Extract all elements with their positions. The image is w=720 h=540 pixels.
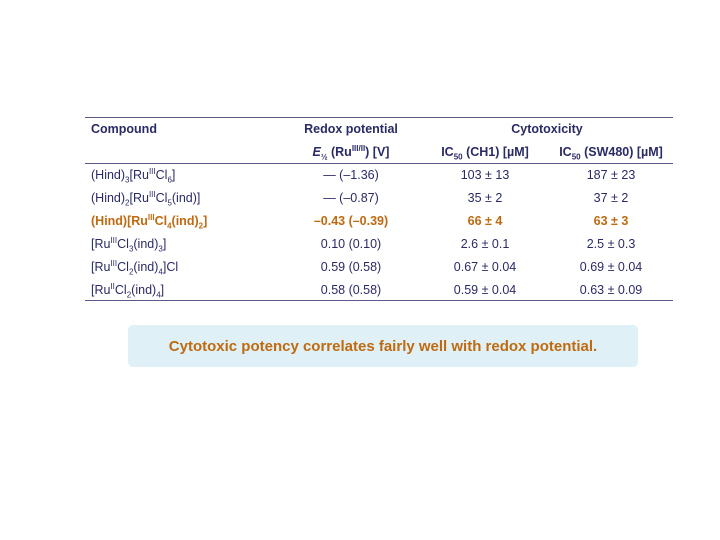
table-top-rule bbox=[85, 117, 673, 118]
cell-sw480: 187 ± 23 bbox=[586, 167, 636, 182]
conclusion-banner: Cytotoxic potency correlates fairly well… bbox=[128, 325, 638, 367]
table-bottom-rule bbox=[85, 300, 673, 301]
cell-sw480: 2.5 ± 0.3 bbox=[586, 236, 636, 251]
cell-sw480: 0.69 ± 0.04 bbox=[579, 259, 643, 274]
table-header-rule bbox=[85, 163, 673, 164]
cell-ch1: 103 ± 13 bbox=[460, 167, 510, 182]
table-header-row-1: Compound Redox potential Cytotoxicity bbox=[85, 117, 673, 140]
cell-compound: (Hind)3[RuIIICl6] bbox=[91, 166, 176, 184]
cell-ch1: 35 ± 2 bbox=[467, 190, 503, 205]
table-row: [RuIIICl3(ind)3] 0.10 (0.10) 2.6 ± 0.1 2.5 … bbox=[85, 232, 673, 255]
header-compound: Compound bbox=[91, 121, 157, 136]
cell-compound: (Hind)2[RuIIICl5(ind)] bbox=[91, 189, 201, 207]
header-redox: Redox potential bbox=[304, 121, 398, 136]
table-row: (Hind)[RuIIICl4(ind)2] –0.43 (–0.39) 66 ± … bbox=[85, 209, 673, 232]
header-ic50-sw480: IC50 (SW480) [µM] bbox=[559, 144, 663, 161]
cell-compound: (Hind)[RuIIICl4(ind)2] bbox=[91, 212, 208, 230]
cell-sw480: 0.63 ± 0.09 bbox=[579, 282, 643, 297]
cell-sw480: 63 ± 3 bbox=[593, 213, 629, 228]
cell-redox: 0.10 (0.10) bbox=[320, 236, 382, 251]
cell-redox: 0.58 (0.58) bbox=[320, 282, 382, 297]
header-cytotoxicity: Cytotoxicity bbox=[511, 121, 583, 136]
cell-redox: –0.43 (–0.39) bbox=[313, 213, 389, 228]
header-e-half: E½ (RuIII/II) [V] bbox=[312, 143, 390, 161]
table-row: [RuIIICl2(ind)4]Cl 0.59 (0.58) 0.67 ± 0.04… bbox=[85, 255, 673, 278]
cell-ch1: 0.67 ± 0.04 bbox=[453, 259, 517, 274]
cell-redox: — (–0.87) bbox=[323, 190, 379, 205]
header-ic50-ch1: IC50 (CH1) [µM] bbox=[441, 144, 529, 161]
cell-ch1: 0.59 ± 0.04 bbox=[453, 282, 517, 297]
conclusion-text: Cytotoxic potency correlates fairly well… bbox=[168, 337, 598, 355]
cell-sw480: 37 ± 2 bbox=[593, 190, 629, 205]
table-body: (Hind)3[RuIIICl6] — (–1.36) 103 ± 13 187 ± … bbox=[85, 163, 673, 301]
cell-compound: [RuIIICl3(ind)3] bbox=[91, 235, 167, 253]
compound-table: Compound Redox potential Cytotoxicity E½… bbox=[85, 117, 673, 301]
table-row: (Hind)2[RuIIICl5(ind)] — (–0.87) 35 ± 2 37 … bbox=[85, 186, 673, 209]
cell-ch1: 66 ± 4 bbox=[467, 213, 503, 228]
cell-redox: 0.59 (0.58) bbox=[320, 259, 382, 274]
table-header-row-2: E½ (RuIII/II) [V] IC50 (CH1) [µM] IC50 (… bbox=[85, 140, 673, 163]
cell-ch1: 2.6 ± 0.1 bbox=[460, 236, 510, 251]
table-row: (Hind)3[RuIIICl6] — (–1.36) 103 ± 13 187 ± … bbox=[85, 163, 673, 186]
cell-compound: [RuIICl2(ind)4] bbox=[91, 281, 165, 299]
cell-redox: — (–1.36) bbox=[323, 167, 379, 182]
table-row: [RuIICl2(ind)4] 0.58 (0.58) 0.59 ± 0.04 0.6… bbox=[85, 278, 673, 301]
cell-compound: [RuIIICl2(ind)4]Cl bbox=[91, 258, 179, 276]
